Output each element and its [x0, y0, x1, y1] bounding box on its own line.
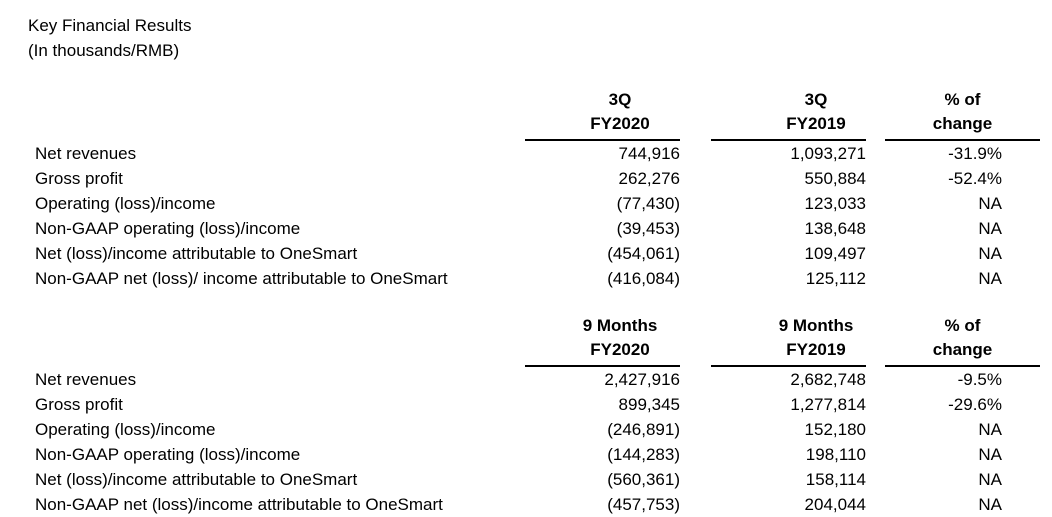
row-label: Operating (loss)/income: [35, 194, 216, 213]
value-fy2020: 899,345: [618, 395, 680, 414]
table-row: Net (loss)/income attributable to OneSma…: [0, 241, 1052, 266]
value-fy2020: (77,430): [616, 194, 680, 213]
table-row: Net (loss)/income attributable to OneSma…: [0, 467, 1052, 492]
column-header-line1: 3Q: [804, 90, 828, 109]
table-header-row: 9 Months FY2020 9 Months FY2019 % of cha…: [0, 314, 1052, 367]
value-change: -9.5%: [957, 370, 1002, 389]
column-header-pct-change: % of change: [885, 314, 1040, 367]
row-label: Operating (loss)/income: [35, 420, 216, 439]
value-fy2019: 2,682,748: [790, 370, 866, 389]
column-header-line2: FY2019: [786, 340, 846, 359]
column-header-3q-fy2019: 3Q FY2019: [711, 88, 866, 141]
row-label: Gross profit: [35, 169, 123, 188]
value-change: -52.4%: [948, 169, 1002, 188]
value-fy2019: 1,277,814: [790, 395, 866, 414]
value-change: NA: [978, 194, 1002, 213]
column-header-pct-change: % of change: [885, 88, 1040, 141]
row-label: Net (loss)/income attributable to OneSma…: [35, 470, 358, 489]
table-row: Net revenues 744,916 1,093,271 -31.9%: [0, 141, 1052, 166]
quarterly-results-table: 3Q FY2020 3Q FY2019 % of change Net reve…: [0, 88, 1052, 291]
row-label: Non-GAAP net (loss)/ income attributable…: [35, 269, 448, 288]
table-row: Non-GAAP operating (loss)/income (144,28…: [0, 442, 1052, 467]
value-fy2019: 1,093,271: [790, 144, 866, 163]
value-fy2019: 123,033: [804, 194, 866, 213]
value-change: NA: [978, 269, 1002, 288]
value-fy2019: 109,497: [804, 244, 866, 263]
value-fy2019: 204,044: [804, 495, 866, 514]
value-change: -31.9%: [948, 144, 1002, 163]
value-fy2019: 125,112: [805, 269, 866, 288]
column-header-9m-fy2019: 9 Months FY2019: [711, 314, 866, 367]
value-fy2020: 262,276: [618, 169, 680, 188]
row-label: Non-GAAP operating (loss)/income: [35, 445, 301, 464]
value-change: -29.6%: [948, 395, 1002, 414]
value-fy2020: (457,753): [607, 495, 680, 514]
value-fy2020: 2,427,916: [604, 370, 680, 389]
column-header-9m-fy2020: 9 Months FY2020: [525, 314, 680, 367]
table-row: Gross profit 262,276 550,884 -52.4%: [0, 166, 1052, 191]
row-label: Net (loss)/income attributable to OneSma…: [35, 244, 358, 263]
row-label: Gross profit: [35, 395, 123, 414]
column-header-line2: change: [932, 114, 993, 133]
table-row: Gross profit 899,345 1,277,814 -29.6%: [0, 392, 1052, 417]
column-header-line2: FY2020: [590, 340, 650, 359]
column-header-line2: change: [932, 340, 993, 359]
value-fy2019: 138,648: [804, 219, 866, 238]
table-row: Net revenues 2,427,916 2,682,748 -9.5%: [0, 367, 1052, 392]
value-fy2019: 158,114: [805, 470, 866, 489]
row-label: Net revenues: [35, 370, 137, 389]
value-fy2020: (560,361): [607, 470, 680, 489]
value-fy2020: (246,891): [607, 420, 680, 439]
table-row: Operating (loss)/income (246,891) 152,18…: [0, 417, 1052, 442]
value-change: NA: [978, 219, 1002, 238]
page-subtitle: (In thousands/RMB): [28, 41, 180, 60]
table-row: Non-GAAP operating (loss)/income (39,453…: [0, 216, 1052, 241]
row-label: Net revenues: [35, 144, 137, 163]
column-header-line1: 9 Months: [582, 316, 658, 335]
value-fy2019: 152,180: [804, 420, 866, 439]
value-change: NA: [978, 244, 1002, 263]
value-fy2020: (39,453): [616, 219, 680, 238]
column-header-3q-fy2020: 3Q FY2020: [525, 88, 680, 141]
column-header-line1: 9 Months: [778, 316, 854, 335]
value-change: NA: [978, 445, 1002, 464]
column-header-line2: FY2020: [590, 114, 650, 133]
value-change: NA: [978, 420, 1002, 439]
column-header-line2: FY2019: [786, 114, 846, 133]
value-fy2020: 744,916: [618, 144, 680, 163]
value-change: NA: [978, 470, 1002, 489]
value-fy2019: 550,884: [804, 169, 866, 188]
page-title: Key Financial Results: [28, 16, 192, 35]
column-header-line1: % of: [944, 316, 981, 335]
table-header-row: 3Q FY2020 3Q FY2019 % of change: [0, 88, 1052, 141]
row-label: Non-GAAP net (loss)/income attributable …: [35, 495, 443, 514]
value-change: NA: [978, 495, 1002, 514]
column-header-line1: 3Q: [608, 90, 632, 109]
table-row: Operating (loss)/income (77,430) 123,033…: [0, 191, 1052, 216]
value-fy2020: (416,084): [607, 269, 680, 288]
nine-months-results-table: 9 Months FY2020 9 Months FY2019 % of cha…: [0, 314, 1052, 517]
row-label: Non-GAAP operating (loss)/income: [35, 219, 301, 238]
value-fy2019: 198,110: [805, 445, 866, 464]
value-fy2020: (454,061): [607, 244, 680, 263]
column-header-line1: % of: [944, 90, 981, 109]
table-row: Non-GAAP net (loss)/income attributable …: [0, 492, 1052, 517]
value-fy2020: (144,283): [607, 445, 680, 464]
table-row: Non-GAAP net (loss)/ income attributable…: [0, 266, 1052, 291]
